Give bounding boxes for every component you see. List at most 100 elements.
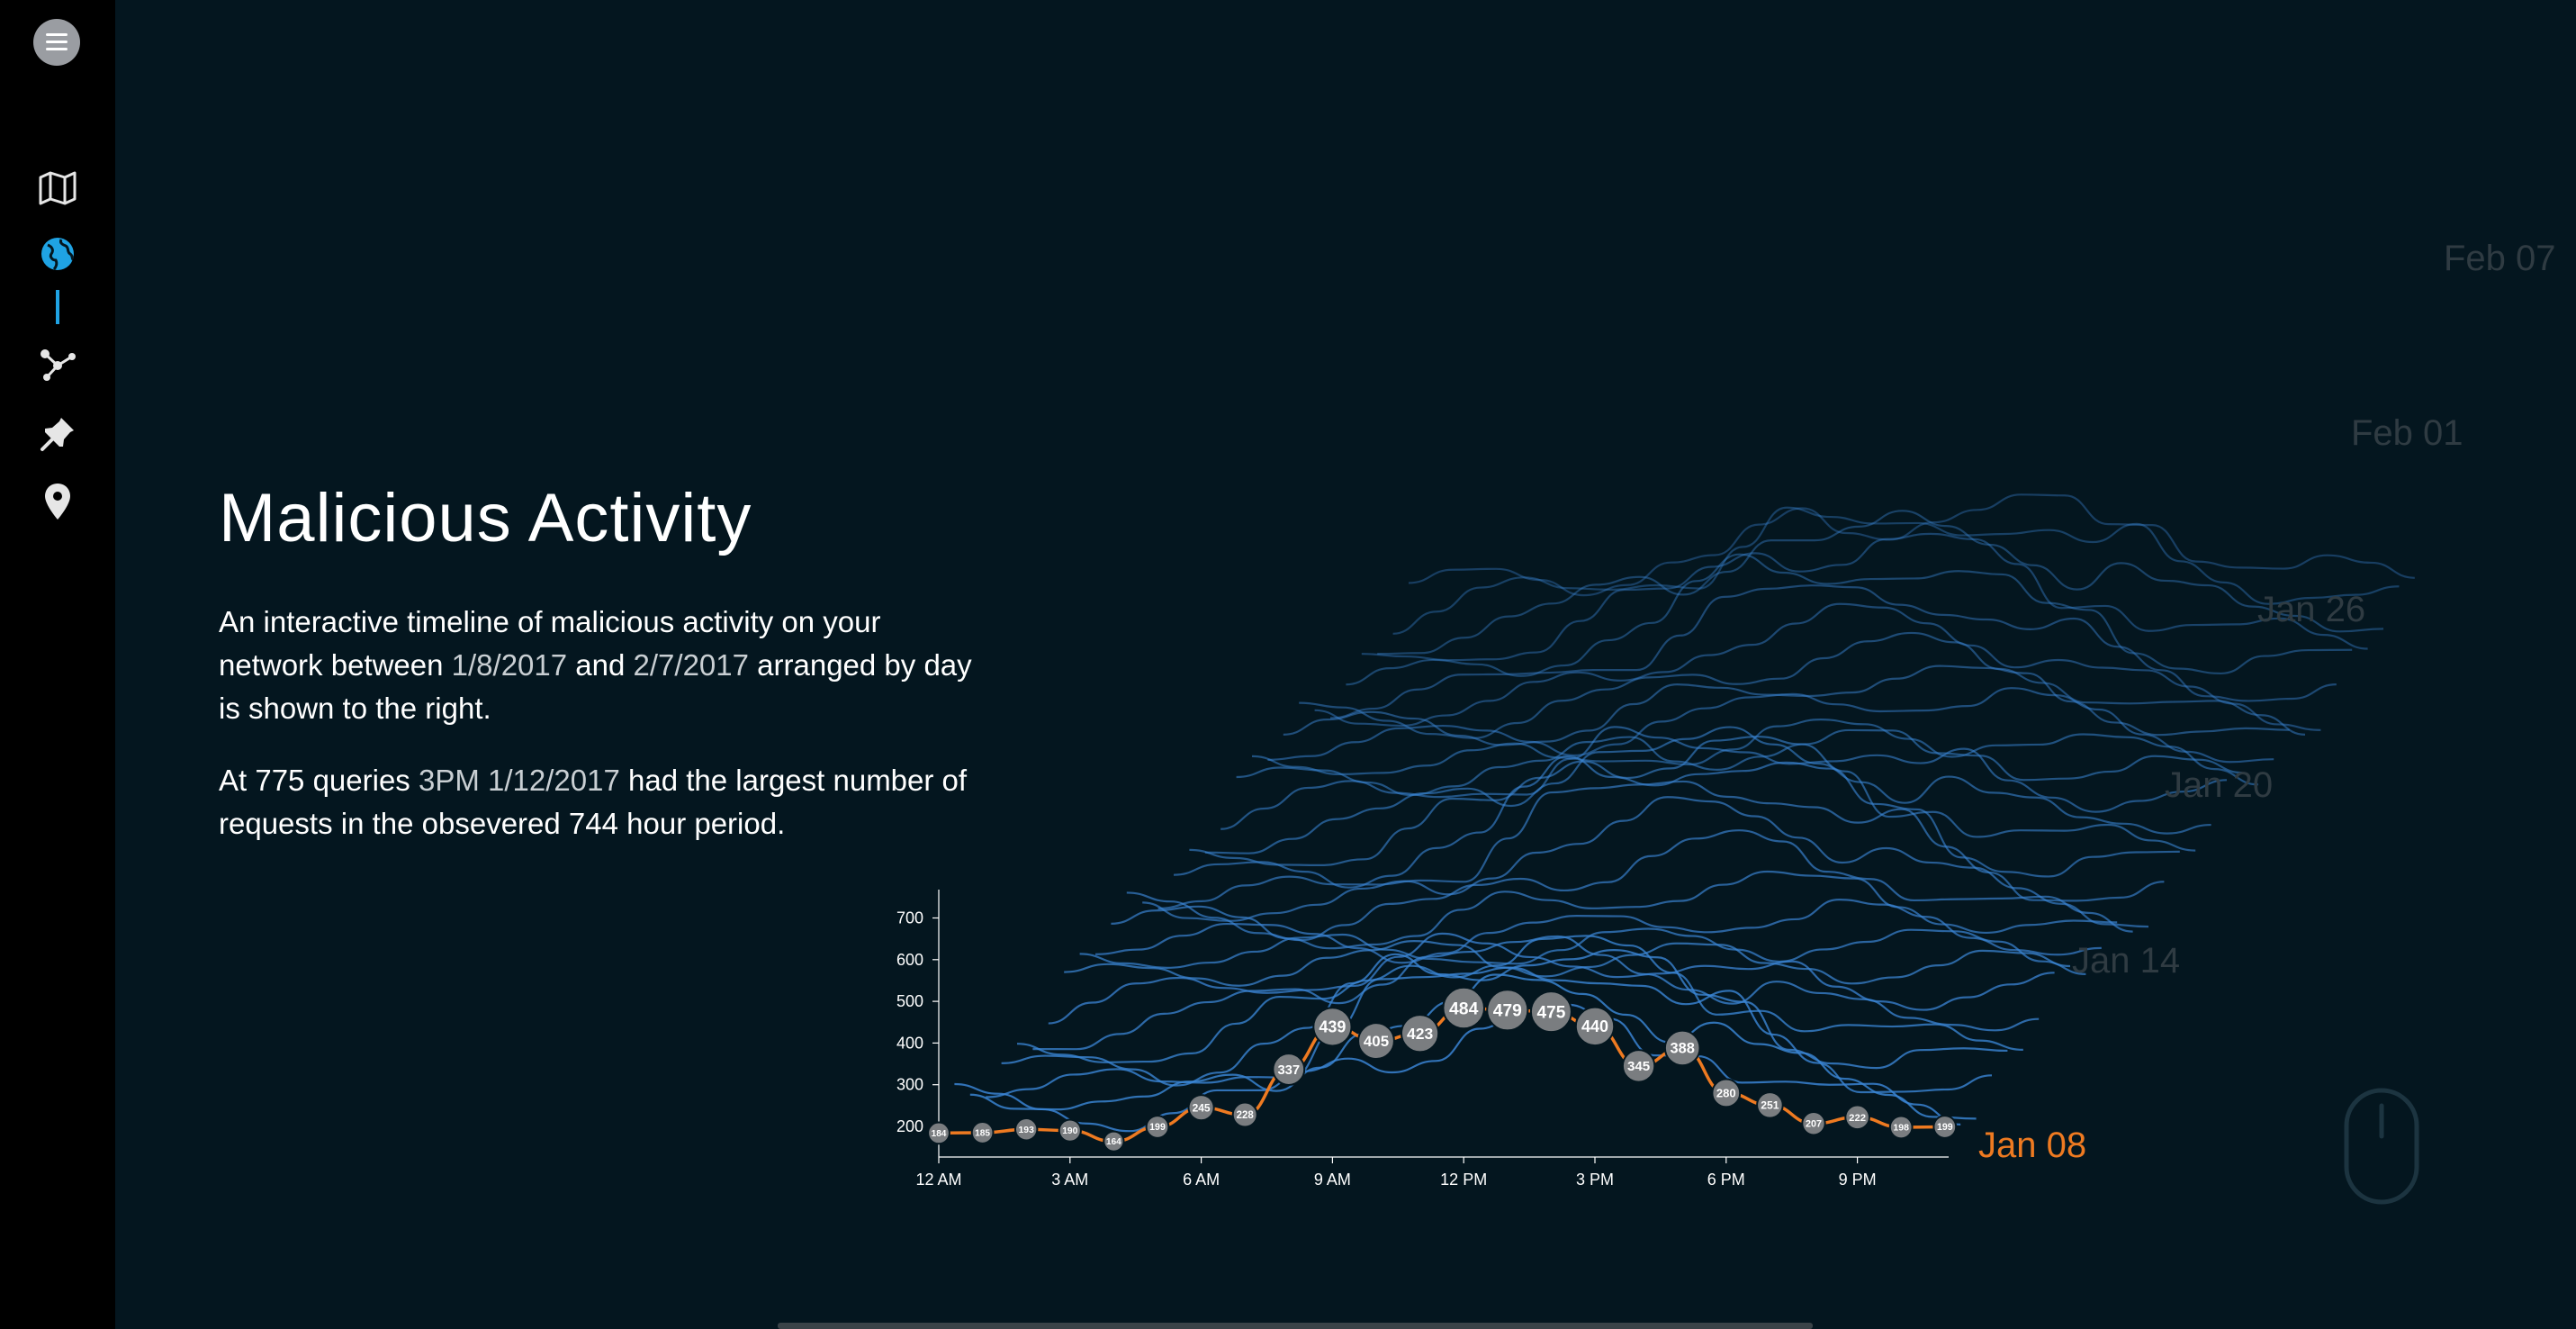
data-point-bubble [1312,1007,1353,1047]
mouse-scroll-icon [2344,1088,2419,1205]
data-point-bubble [927,1121,950,1145]
x-tick-label: 9 PM [1839,1171,1877,1189]
data-point-label: 245 [1193,1101,1211,1114]
description-paragraph: An interactive timeline of malicious act… [219,605,972,725]
data-point-label: 440 [1581,1017,1608,1035]
data-point-label: 388 [1671,1041,1695,1057]
data-point-label: 184 [932,1129,947,1139]
data-point-bubble [1145,1115,1170,1139]
data-point-label: 198 [1893,1123,1909,1134]
data-point-bubble [1272,1053,1306,1086]
y-tick-label: 200 [896,1117,923,1135]
chart-axes: 200 300 400 500 600 700 12 AM 3 AM 6 AM 9 AM 12 PM… [896,890,1949,1189]
data-point-bubble [1486,989,1529,1032]
ridge-line [1032,935,2040,1051]
data-point-label: 475 [1536,1003,1565,1022]
horizontal-scrollbar[interactable] [778,1323,1813,1329]
x-tick-label: 6 AM [1183,1171,1220,1189]
data-point-bubble [1932,1115,1958,1139]
data-point-label: 337 [1277,1063,1300,1078]
data-point-label: 228 [1237,1110,1255,1121]
start-date: 1/8/2017 [451,648,568,682]
ridge-line [1236,728,2243,797]
hamburger-menu-icon[interactable] [33,19,80,66]
x-tick-label: 6 PM [1707,1171,1745,1189]
y-tick-label: 500 [896,992,923,1010]
ridge-line [1408,493,2415,597]
data-point-bubble [1442,986,1485,1030]
data-point-label: 484 [1449,999,1479,1018]
day-labels: Feb 07 Feb 01 Jan 26 Jan 20 Jan 14 Jan 08 [1978,239,2556,1165]
data-point-bubble [1231,1101,1258,1128]
ridge-line [1267,687,2274,764]
data-point-bubble [1844,1104,1870,1131]
x-tick-label: 9 AM [1314,1171,1351,1189]
ridge-lines [954,493,2415,1133]
peak-paragraph: At 775 queries 3PM 1/12/2017 had the lar… [219,764,968,840]
ridge-line [1126,829,2133,942]
data-point-bubble [1574,1006,1616,1047]
data-point-label: 423 [1407,1025,1433,1043]
location-marker-icon[interactable] [36,480,79,523]
data-point-label: 199 [1937,1122,1953,1133]
globe-icon[interactable] [36,232,79,276]
data-point-label: 185 [975,1128,990,1138]
day-label: Jan 14 [2072,941,2180,981]
y-tick-label: 600 [896,951,923,969]
data-point-bubble [1621,1049,1656,1083]
ridge-line [969,973,1977,1120]
ridge-line [1392,506,2400,635]
active-day-label: Jan 08 [1978,1126,2086,1165]
ridge-line [1377,510,2384,655]
ridge-line [986,966,1993,1098]
ridge-line [1361,532,2368,662]
y-tick-label: 300 [896,1076,923,1094]
day-label: Jan 26 [2257,590,2365,629]
data-point-label: 222 [1849,1113,1866,1124]
ridge-line [1329,584,2337,719]
main-area [115,0,2576,1329]
x-tick-label: 3 PM [1576,1171,1614,1189]
day-label: Feb 07 [2444,239,2556,278]
ridge-line [1346,553,2353,686]
data-point-label: 190 [1062,1126,1077,1136]
ridge-line [1157,780,2165,910]
data-point-bubble [1357,1022,1395,1060]
network-icon[interactable] [36,342,79,385]
ridge-line [1142,796,2149,928]
day-label: Feb 01 [2351,413,2463,453]
ridge-line [1094,899,2102,964]
ridge-line [1079,927,2086,975]
data-point-bubble [1014,1117,1039,1142]
data-point-label: 479 [1493,1002,1522,1021]
data-point-label: 193 [1019,1126,1035,1135]
x-tick-label: 12 PM [1440,1171,1487,1189]
data-point-label: 405 [1364,1033,1389,1050]
x-tick-label: 3 AM [1051,1171,1088,1189]
end-date: 2/7/2017 [633,648,749,682]
data-point-bubble [970,1121,995,1144]
data-point-bubble [1711,1078,1742,1108]
ridge-line [1111,870,2118,950]
data-point-bubble [1888,1115,1914,1140]
data-point-label: 251 [1761,1099,1779,1112]
y-tick-label: 700 [896,909,923,927]
data-point-label: 164 [1106,1137,1121,1147]
data-point-label: 207 [1806,1119,1822,1130]
data-point-bubble [1058,1118,1082,1143]
data-point-label: 280 [1716,1087,1736,1100]
x-tick-label: 12 AM [915,1171,961,1189]
ridge-line [1314,602,2321,731]
pin-icon[interactable] [36,412,79,456]
ridge-line [1189,735,2196,866]
map-icon[interactable] [36,167,79,210]
active-indicator [56,290,59,324]
active-day-line [938,1006,1945,1144]
ridge-line [1064,940,2071,987]
data-point-bubble [1103,1130,1125,1153]
ridge-line [954,1003,1961,1133]
data-point-bubble [1756,1091,1784,1119]
sidebar [0,0,115,1329]
ridge-line [1016,935,2023,1063]
